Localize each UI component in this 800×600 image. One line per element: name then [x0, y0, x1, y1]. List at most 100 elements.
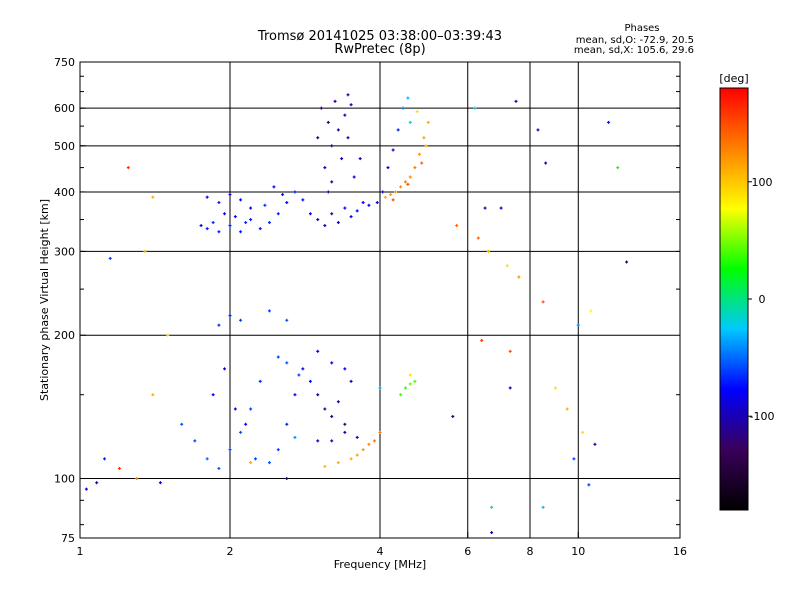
data-point	[386, 166, 390, 170]
data-point	[308, 212, 312, 216]
data-point	[340, 157, 344, 161]
data-point	[417, 152, 421, 156]
x-tick-label: 2	[227, 545, 234, 558]
data-point	[205, 227, 209, 231]
data-point	[587, 483, 591, 487]
data-point	[399, 185, 403, 189]
data-point	[244, 422, 248, 426]
chart-title-line1: Tromsø 20141025 03:38:00–03:39:43	[257, 29, 502, 44]
data-point	[301, 367, 305, 371]
x-tick-label: 8	[527, 545, 534, 558]
stats-line-o: mean, sd,O: -72.9, 20.5	[576, 35, 694, 46]
data-point	[293, 435, 297, 439]
data-point	[375, 201, 379, 205]
data-point	[293, 190, 297, 194]
data-point	[486, 249, 490, 253]
data-point	[316, 218, 320, 222]
y-axis-label: Stationary phase Virtual Height [km]	[38, 199, 51, 401]
y-tick-label: 200	[54, 329, 75, 342]
data-point	[451, 414, 455, 418]
data-point	[233, 215, 237, 219]
data-point	[330, 361, 334, 365]
data-point	[607, 120, 611, 124]
data-point	[249, 218, 253, 222]
data-point	[285, 477, 289, 481]
data-point	[625, 260, 629, 264]
data-point	[126, 166, 130, 170]
data-point	[276, 448, 280, 452]
data-point	[346, 93, 350, 97]
data-point	[249, 206, 253, 210]
data-point	[581, 430, 585, 434]
data-point	[544, 161, 548, 165]
data-point	[391, 198, 395, 202]
data-point	[211, 393, 215, 397]
data-point	[406, 96, 410, 100]
stats-line-x: mean, sd,X: 105.6, 29.6	[574, 45, 694, 56]
data-point	[483, 206, 487, 210]
data-point	[233, 407, 237, 411]
data-point	[217, 201, 221, 205]
data-point	[508, 349, 512, 353]
data-point	[476, 236, 480, 240]
data-point	[413, 379, 417, 383]
data-point	[333, 99, 337, 103]
data-point	[143, 249, 147, 253]
data-point	[415, 110, 419, 114]
data-point	[297, 373, 301, 377]
data-point	[358, 157, 362, 161]
data-point	[361, 448, 365, 452]
y-tick-label: 400	[54, 186, 75, 199]
data-point	[408, 120, 412, 124]
data-point	[565, 407, 569, 411]
data-point	[490, 505, 494, 509]
y-tick-label: 750	[54, 56, 75, 69]
data-point	[505, 264, 509, 268]
data-point	[394, 190, 398, 194]
data-point	[244, 221, 248, 225]
data-point	[316, 136, 320, 140]
x-tick-label: 10	[571, 545, 585, 558]
data-point	[239, 430, 243, 434]
data-point	[343, 113, 347, 117]
data-point	[276, 212, 280, 216]
data-point	[217, 466, 221, 470]
stats-heading: Phases	[624, 23, 659, 34]
colorbar-ticks: 100 0 -100	[748, 176, 774, 423]
data-point	[281, 193, 285, 197]
data-point	[84, 487, 88, 491]
data-point	[473, 106, 477, 110]
x-tick-label: 6	[464, 545, 471, 558]
data-point	[367, 203, 371, 207]
data-point	[508, 386, 512, 390]
data-point	[323, 464, 327, 468]
data-point	[490, 531, 494, 535]
data-point	[355, 453, 359, 457]
data-point	[135, 477, 139, 481]
data-point	[336, 221, 340, 225]
data-point	[319, 106, 323, 110]
data-point	[541, 505, 545, 509]
data-point	[217, 323, 221, 327]
data-point	[228, 448, 232, 452]
data-point	[258, 379, 262, 383]
data-point	[589, 309, 593, 313]
data-point	[180, 422, 184, 426]
data-point	[239, 318, 243, 322]
y-tick-label: 600	[54, 102, 75, 115]
colorbar-tick-label: 100	[752, 176, 773, 189]
colorbar-unit: [deg]	[719, 72, 748, 85]
data-point	[349, 379, 353, 383]
data-point	[381, 190, 385, 194]
data-point	[576, 323, 580, 327]
data-point	[263, 203, 267, 207]
data-point	[536, 128, 540, 132]
data-point	[316, 393, 320, 397]
data-point	[572, 457, 576, 461]
data-point	[228, 314, 232, 318]
data-point	[205, 457, 209, 461]
data-point	[343, 206, 347, 210]
data-point	[316, 349, 320, 353]
data-point	[276, 355, 280, 359]
data-point	[103, 457, 107, 461]
